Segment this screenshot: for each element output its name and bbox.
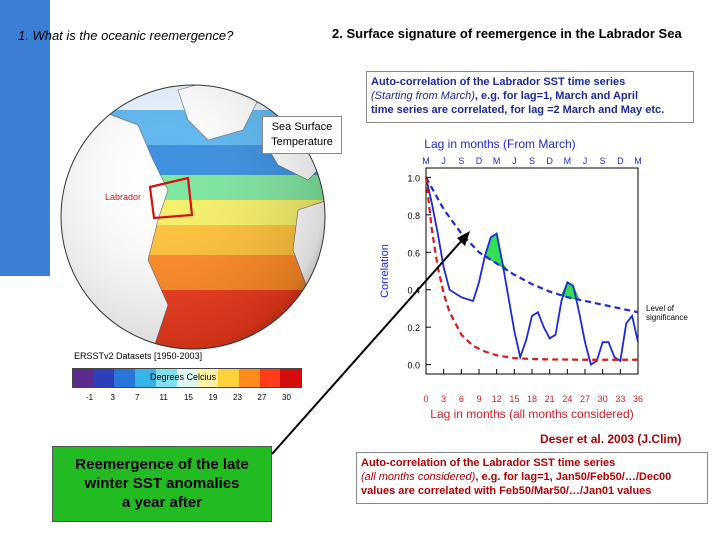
summary-line3: a year after [121, 494, 203, 511]
y-tick-label: 0.6 [407, 248, 420, 258]
level-line1: Level of [646, 304, 675, 313]
left-accent-bar [0, 0, 50, 276]
colorbar-swatch [218, 369, 239, 387]
x-tick-label: 6 [459, 394, 464, 404]
x-tick-label: 36 [633, 394, 643, 404]
series-line-1 [425, 176, 639, 314]
top-tick-label: J [583, 156, 588, 166]
y-tick-label: 0.8 [407, 211, 420, 221]
colorbar-swatch [93, 369, 115, 387]
colorbar-tick-label: 27 [257, 393, 267, 402]
colorbar-swatch [114, 369, 136, 387]
colorbar-swatch [197, 369, 219, 387]
x-tick-label: 24 [562, 394, 572, 404]
colorbar-caption: Degrees Celcius [150, 372, 217, 382]
top-tick-label: M [564, 156, 572, 166]
x-tick-label: 12 [492, 394, 502, 404]
x-tick-label: 30 [598, 394, 608, 404]
sst-label-line2: Temperature [271, 136, 333, 148]
top-tick-label: D [476, 156, 483, 166]
note-line2-italic: (Starting from March) [371, 90, 475, 102]
x-tick-label: 21 [545, 394, 555, 404]
y-tick-label: 0.0 [407, 361, 420, 371]
x-tick-label: 15 [509, 394, 519, 404]
x-tick-label: 33 [615, 394, 625, 404]
note-line2-rest: , e.g. for lag=1, March and April [474, 90, 639, 102]
summary-line1: Reemergence of the late [75, 456, 249, 473]
section-title-right: 2. Surface signature of reemergence in t… [332, 26, 682, 41]
top-tick-label: J [441, 156, 446, 166]
plot-frame [425, 167, 639, 375]
note2-line2-rest: , e.g. for lag=1, Jan50/Feb50/…/Dec00 [475, 471, 672, 483]
colorbar-swatch [135, 369, 156, 387]
note-line3: time series are correlated, for lag =2 M… [371, 104, 665, 116]
labrador-region-label: Labrador [104, 192, 143, 202]
reemergence-summary-box: Reemergence of the late winter SST anoma… [52, 446, 272, 522]
top-tick-label: D [617, 156, 624, 166]
section-title-left: 1. What is the oceanic reemergence? [18, 28, 234, 43]
top-tick-label: M [422, 156, 430, 166]
top-tick-label: J [512, 156, 517, 166]
x-tick-label: 0 [423, 394, 428, 404]
colorbar-tick-label: 23 [233, 393, 242, 402]
sst-label: Sea Surface Temperature [262, 116, 342, 154]
colorbar-swatch [176, 369, 198, 387]
x-tick-label: 3 [441, 394, 446, 404]
dataset-label: ERSSTv2 Datasets [1950-2003] [74, 351, 203, 361]
colorbar-swatch [280, 369, 302, 387]
x-tick-label: 18 [527, 394, 537, 404]
y-tick-label: 0.2 [407, 323, 420, 333]
autocorrelation-note-march: Auto-correlation of the Labrador SST tim… [366, 71, 694, 123]
top-tick-label: D [546, 156, 553, 166]
y-tick-label: 1.0 [407, 173, 420, 183]
colorbar-tick-label: 15 [184, 393, 193, 402]
top-tick-label: S [458, 156, 464, 166]
series-line-2 [424, 177, 638, 361]
level-line2: significance [646, 313, 688, 322]
note2-line2-italic: (all months considered) [361, 471, 476, 483]
x-tick-label: 9 [476, 394, 481, 404]
colorbar-tick-label: -1 [86, 393, 94, 402]
summary-line2: winter SST anomalies [84, 475, 240, 492]
sst-label-line1: Sea Surface [271, 121, 333, 133]
note2-line1: Auto-correlation of the Labrador SST tim… [361, 457, 616, 469]
citation: Deser et al. 2003 (J.Clim) [540, 432, 682, 446]
chart-top-title: Lag in months (From March) [424, 137, 575, 151]
y-tick-label: 0.4 [407, 286, 420, 296]
sst-globe-map [60, 84, 326, 350]
note2-line3: values are correlated with Feb50/Mar50/…… [361, 485, 652, 497]
top-tick-label: S [529, 156, 535, 166]
colorbar-tick-label: 7 [135, 393, 140, 402]
note-line1: Auto-correlation of the Labrador SST tim… [371, 76, 626, 88]
x-tick-label: 27 [580, 394, 590, 404]
top-tick-label: S [600, 156, 606, 166]
top-tick-label: M [634, 156, 642, 166]
colorbar-tick-label: 19 [208, 393, 218, 402]
colorbar-tick-label: 30 [282, 393, 291, 402]
colorbar-tick-label: 11 [159, 393, 168, 402]
colorbar-swatch [259, 369, 281, 387]
top-tick-label: M [493, 156, 501, 166]
colorbar-swatch [238, 369, 260, 387]
x-axis-label: Lag in months (all months considered) [430, 407, 633, 421]
colorbar-tick-label: 3 [110, 393, 115, 402]
autocorrelation-note-all-months: Auto-correlation of the Labrador SST tim… [356, 452, 708, 504]
colorbar-swatch [73, 369, 94, 387]
y-axis-label: Correlation [379, 244, 391, 298]
level-of-significance-label: Level of significance [646, 304, 688, 322]
colorbar-swatch [155, 369, 177, 387]
